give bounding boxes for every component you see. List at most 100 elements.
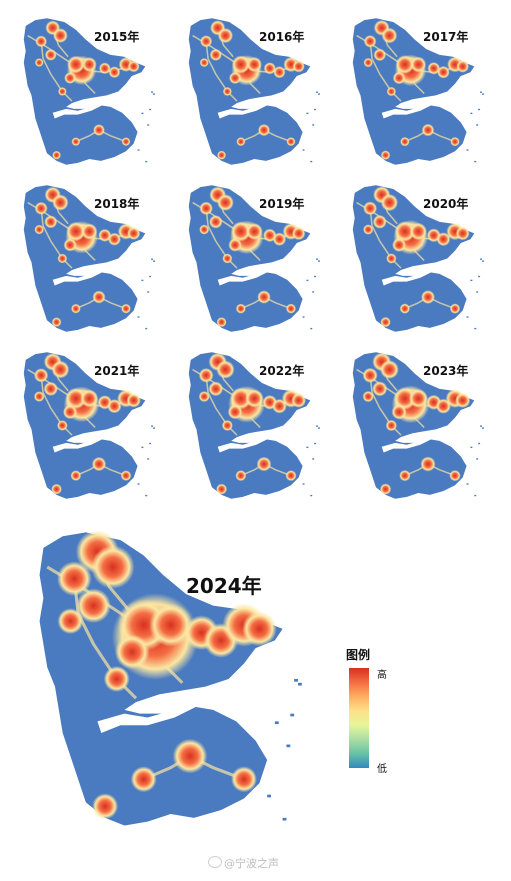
island <box>141 446 144 449</box>
hotspot <box>70 303 81 314</box>
year-label-2024: 2024年 <box>186 574 262 598</box>
hotspot <box>57 253 68 264</box>
hotspot <box>64 72 76 84</box>
hotspot <box>373 48 387 62</box>
hotspot <box>410 56 427 73</box>
island <box>147 458 150 460</box>
island <box>478 275 481 278</box>
island <box>482 260 484 262</box>
map-panel: 2015年 <box>18 16 155 166</box>
hotspot <box>381 27 398 44</box>
legend-title: 图例 <box>346 648 371 662</box>
map-panel-2024: 2024年 <box>28 528 302 828</box>
hotspot <box>456 60 470 73</box>
water-channel <box>52 97 119 119</box>
hotspot <box>91 456 107 472</box>
map-panel: 2020年 <box>347 183 484 333</box>
island <box>476 458 479 460</box>
hotspot <box>386 253 397 264</box>
hotspot <box>114 634 150 670</box>
hotspot <box>80 389 99 408</box>
hotspot <box>98 62 111 75</box>
hotspot <box>363 57 373 68</box>
hotspot <box>53 28 68 43</box>
hotspot <box>81 223 98 240</box>
hotspot <box>92 793 119 820</box>
legend: 图例 高 低 <box>346 646 406 776</box>
hotspot <box>222 86 232 97</box>
map-panel: 2017年 <box>347 16 484 166</box>
hotspot <box>43 381 58 396</box>
hotspot <box>408 389 428 408</box>
density-map <box>39 529 302 826</box>
hotspot <box>246 56 262 73</box>
hotspot <box>449 469 461 482</box>
hotspot <box>33 368 49 383</box>
island <box>141 112 144 115</box>
island <box>476 124 479 126</box>
map-panel: 2019年 <box>183 183 320 333</box>
weibo-icon <box>208 856 222 868</box>
hotspot <box>52 150 61 160</box>
water-channel <box>52 431 119 453</box>
hotspot <box>236 137 246 147</box>
island <box>147 124 150 126</box>
island <box>478 442 481 445</box>
hotspot <box>372 214 387 229</box>
island <box>316 425 318 427</box>
island <box>312 458 315 460</box>
legend-color-ramp <box>349 668 369 768</box>
hotspot <box>420 456 436 472</box>
hotspot <box>57 87 67 96</box>
island <box>145 327 148 330</box>
hotspot <box>437 65 450 79</box>
island <box>318 93 320 95</box>
hotspot <box>92 290 106 304</box>
map-panel: 2023年 <box>347 350 484 500</box>
hotspot <box>285 303 297 314</box>
island <box>482 427 484 429</box>
island <box>151 425 153 427</box>
hotspot <box>56 561 92 597</box>
island <box>470 446 473 449</box>
hotspot <box>107 399 122 414</box>
island <box>476 291 479 293</box>
hotspot <box>216 360 235 379</box>
density-map <box>188 18 320 165</box>
hotspot <box>257 123 271 137</box>
island <box>151 258 153 260</box>
hotspot <box>107 232 121 246</box>
hotspot <box>121 303 131 314</box>
density-map <box>188 185 320 332</box>
hotspot <box>199 224 210 235</box>
map-panel: 2021年 <box>18 350 155 500</box>
hotspot <box>421 290 435 304</box>
water-channel <box>217 264 284 286</box>
island <box>286 744 291 748</box>
hotspot <box>34 201 48 215</box>
island <box>153 93 155 95</box>
water-channel <box>381 97 448 119</box>
hotspot <box>421 123 435 137</box>
hotspot <box>257 290 271 304</box>
density-map <box>352 352 484 499</box>
hotspot <box>71 137 81 147</box>
hotspot <box>216 150 227 160</box>
hotspot <box>363 201 378 216</box>
hotspot <box>130 766 157 793</box>
hotspot <box>149 603 193 647</box>
hotspot <box>235 470 247 482</box>
map-panel: 2016年 <box>183 16 320 166</box>
year-label: 2018年 <box>94 197 140 211</box>
hotspot <box>216 483 228 495</box>
island <box>149 108 152 111</box>
island <box>267 794 271 798</box>
island <box>474 494 477 497</box>
water-channel <box>217 97 284 119</box>
hotspot <box>399 469 411 482</box>
island <box>149 442 152 445</box>
hotspot <box>216 317 227 328</box>
island <box>310 494 313 497</box>
hotspot <box>362 390 374 403</box>
map-panel: 2022年 <box>183 350 320 500</box>
